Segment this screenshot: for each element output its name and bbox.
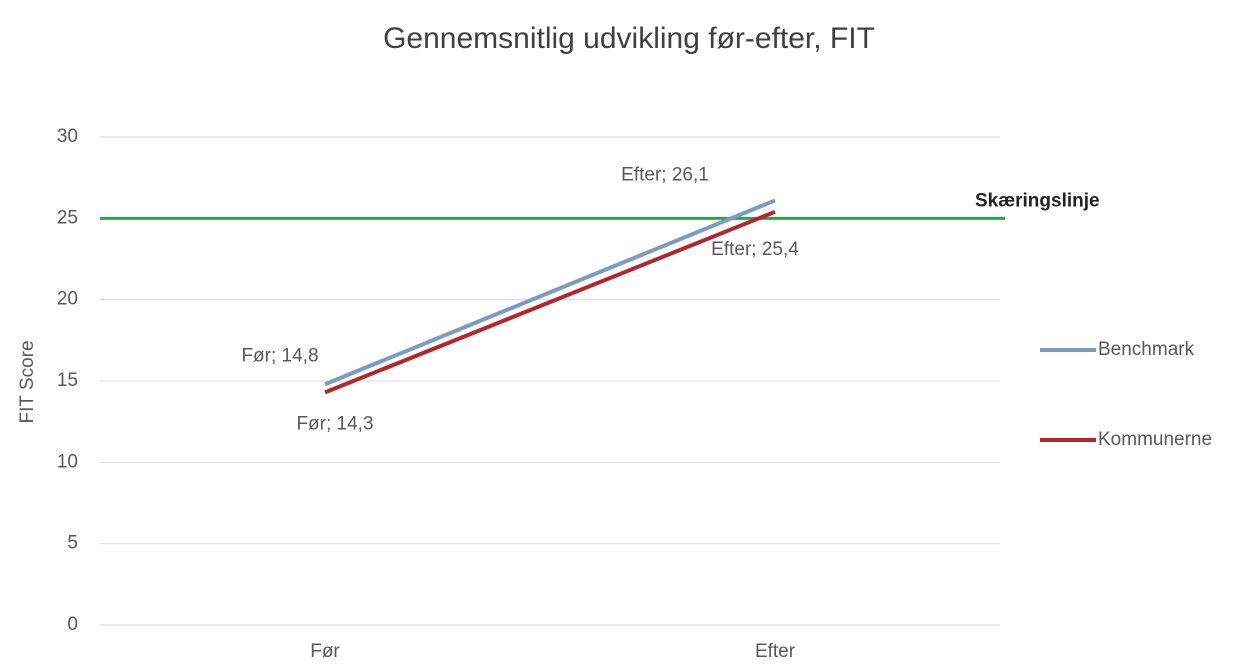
chart-title: Gennemsnitlig udvikling før-efter, FIT	[383, 22, 875, 55]
x-tick-label: Efter	[755, 641, 796, 662]
y-tick-label: 10	[57, 451, 78, 472]
y-tick-label: 25	[57, 207, 78, 228]
data-label: Efter; 26,1	[621, 164, 709, 185]
legend-label: Kommunerne	[1098, 429, 1212, 450]
y-tick-label: 20	[57, 289, 78, 310]
data-label: Før; 14,8	[241, 345, 318, 366]
y-tick-label: 5	[67, 533, 78, 554]
data-label: Efter; 25,4	[711, 239, 799, 260]
y-axis-label: FIT Score	[17, 340, 38, 423]
data-label: Før; 14,3	[296, 413, 373, 434]
series-line	[324, 198, 776, 387]
legend-label: Benchmark	[1098, 339, 1195, 360]
y-tick-label: 0	[67, 614, 78, 635]
x-tick-label: Før	[310, 641, 340, 662]
reference-label: Skæringslinje	[975, 190, 1100, 211]
series-line	[324, 209, 776, 395]
y-tick-label: 15	[57, 370, 78, 391]
y-tick-label: 30	[57, 126, 78, 147]
